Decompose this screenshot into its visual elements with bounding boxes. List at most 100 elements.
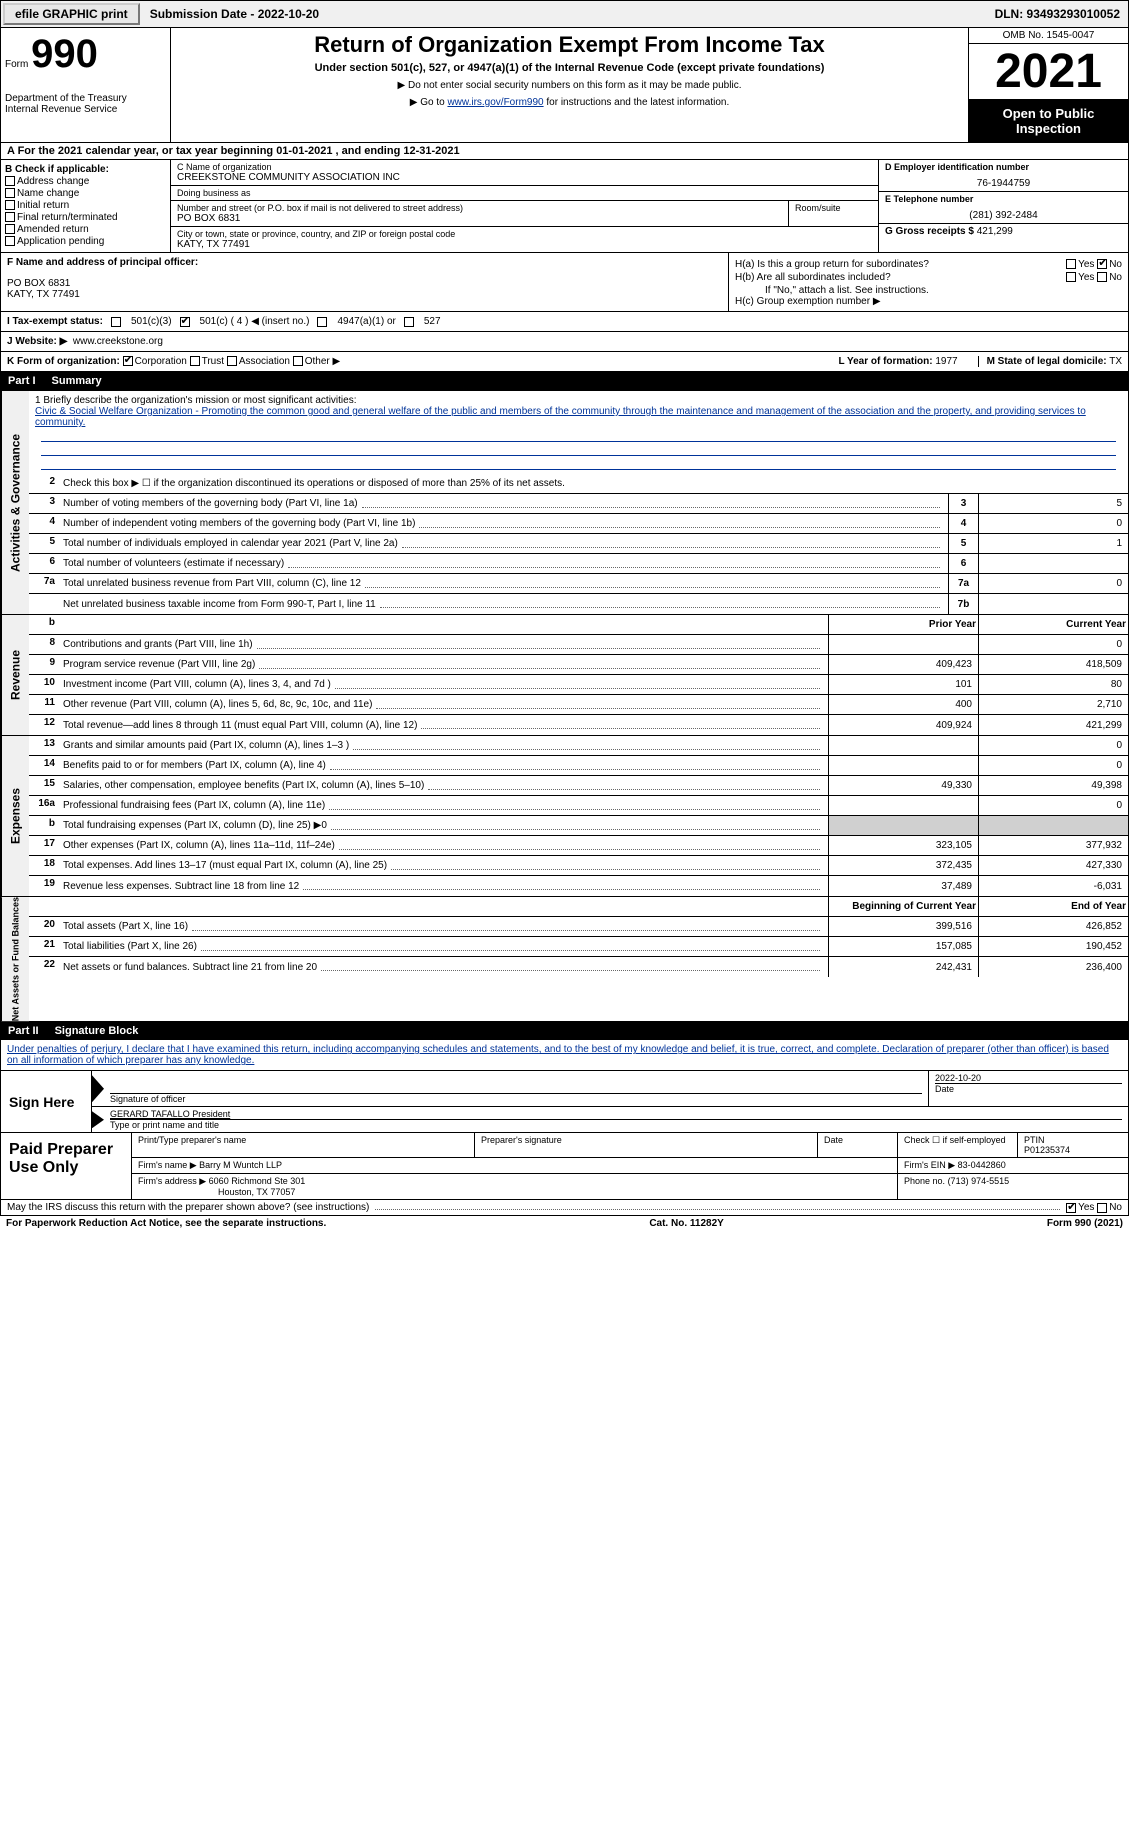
table-row: 4 Number of independent voting members o… [29, 514, 1128, 534]
city-cell: City or town, state or province, country… [171, 227, 878, 252]
activities-governance-section: Activities & Governance 1 Briefly descri… [0, 390, 1129, 615]
table-row: 21 Total liabilities (Part X, line 26) 1… [29, 937, 1128, 957]
dept-treasury: Department of the Treasury Internal Reve… [5, 93, 166, 115]
section-b-c: B Check if applicable: Address change Na… [0, 160, 1129, 253]
org-name: CREEKSTONE COMMUNITY ASSOCIATION INC [177, 172, 872, 183]
table-row: b Total fundraising expenses (Part IX, c… [29, 816, 1128, 836]
ptin-cell: PTIN P01235374 [1018, 1133, 1128, 1157]
table-row: 15 Salaries, other compensation, employe… [29, 776, 1128, 796]
sig-date-cell: 2022-10-20 Date [928, 1071, 1128, 1106]
col-end-year: End of Year [978, 897, 1128, 916]
row-i-tax-status: I Tax-exempt status: 501(c)(3) 501(c) ( … [0, 312, 1129, 332]
phone-cell: E Telephone number (281) 392-2484 [879, 192, 1128, 224]
mission-block: 1 Briefly describe the organization's mi… [29, 391, 1128, 474]
revenue-section: Revenue b Prior Year Current Year 8 Cont… [0, 615, 1129, 736]
self-employed-check[interactable]: Check ☐ if self-employed [898, 1133, 1018, 1157]
officer-name-cell: GERARD TAFALLO President Type or print n… [104, 1107, 1128, 1132]
signature-section: Under penalties of perjury, I declare th… [0, 1040, 1129, 1200]
line-2-checkbox: Check this box ▶ ☐ if the organization d… [59, 474, 1128, 493]
efile-print-button[interactable]: efile GRAPHIC print [3, 3, 140, 25]
street-address: PO BOX 6831 [177, 213, 782, 224]
cat-number: Cat. No. 11282Y [649, 1218, 723, 1229]
table-row: 16a Professional fundraising fees (Part … [29, 796, 1128, 816]
side-tab-expenses: Expenses [1, 736, 29, 896]
table-row: 11 Other revenue (Part VIII, column (A),… [29, 695, 1128, 715]
section-h: H(a) Is this a group return for subordin… [728, 253, 1128, 311]
officer-signature-cell: Signature of officer [104, 1071, 928, 1106]
header-center: Return of Organization Exempt From Incom… [171, 28, 968, 142]
website-value: www.creekstone.org [73, 336, 163, 347]
paid-preparer-section: Paid Preparer Use Only Print/Type prepar… [1, 1132, 1128, 1199]
col-current-year: Current Year [978, 615, 1128, 634]
col-begin-year: Beginning of Current Year [828, 897, 978, 916]
firm-address-cell: Firm's address ▶ 6060 Richmond Ste 301 H… [132, 1174, 898, 1199]
check-name-change[interactable]: Name change [5, 188, 166, 199]
section-f: F Name and address of principal officer:… [1, 253, 728, 311]
table-row: 19 Revenue less expenses. Subtract line … [29, 876, 1128, 896]
check-amended-return[interactable]: Amended return [5, 224, 166, 235]
table-row: 22 Net assets or fund balances. Subtract… [29, 957, 1128, 977]
prep-sig-label: Preparer's signature [475, 1133, 818, 1157]
form-subtitle: Under section 501(c), 527, or 4947(a)(1)… [179, 62, 960, 74]
phone-value: (281) 392-2484 [885, 210, 1122, 221]
form-number: 990 [31, 32, 98, 76]
year-formation: 1977 [935, 356, 957, 367]
section-d-e-g: D Employer identification number 76-1944… [878, 160, 1128, 252]
check-address-change[interactable]: Address change [5, 176, 166, 187]
table-row: Net unrelated business taxable income fr… [29, 594, 1128, 614]
header-left: Form 990 Department of the Treasury Inte… [1, 28, 171, 142]
table-row: 3 Number of voting members of the govern… [29, 494, 1128, 514]
firm-name-cell: Firm's name ▶ Barry M Wuntch LLP [132, 1158, 898, 1173]
table-row: 17 Other expenses (Part IX, column (A), … [29, 836, 1128, 856]
row-k-form-org: K Form of organization: Corporation Trus… [0, 352, 1129, 372]
side-tab-revenue: Revenue [1, 615, 29, 735]
section-b-label: B Check if applicable: [5, 164, 109, 175]
city-state-zip: KATY, TX 77491 [177, 239, 872, 250]
h-b-note: If "No," attach a list. See instructions… [735, 285, 1122, 296]
h-c-label: H(c) Group exemption number ▶ [735, 296, 1122, 307]
firm-ein-cell: Firm's EIN ▶ 83-0442860 [898, 1158, 1128, 1173]
firm-phone-cell: Phone no. (713) 974-5515 [898, 1174, 1128, 1199]
note-ssn: ▶ Do not enter social security numbers o… [179, 80, 960, 91]
row-a-calendar-year: A For the 2021 calendar year, or tax yea… [0, 143, 1129, 160]
tax-year: 2021 [969, 44, 1128, 100]
table-row: 20 Total assets (Part X, line 16) 399,51… [29, 917, 1128, 937]
sign-here-label: Sign Here [1, 1071, 91, 1132]
h-a-label: H(a) Is this a group return for subordin… [735, 259, 929, 270]
row-j-website: J Website: ▶ www.creekstone.org [0, 332, 1129, 352]
side-tab-net: Net Assets or Fund Balances [1, 897, 29, 1021]
header-right: OMB No. 1545-0047 2021 Open to Public In… [968, 28, 1128, 142]
street-cell: Number and street (or P.O. box if mail i… [171, 201, 788, 227]
open-public-badge: Open to Public Inspection [969, 100, 1128, 142]
form-word: Form [5, 59, 28, 70]
form-header: Form 990 Department of the Treasury Inte… [0, 28, 1129, 143]
table-row: 5 Total number of individuals employed i… [29, 534, 1128, 554]
form-title: Return of Organization Exempt From Incom… [179, 32, 960, 58]
table-row: 12 Total revenue—add lines 8 through 11 … [29, 715, 1128, 735]
arrow-icon [92, 1075, 104, 1102]
form-footer: Form 990 (2021) [1047, 1218, 1123, 1229]
check-application-pending[interactable]: Application pending [5, 236, 166, 247]
section-c: C Name of organization CREEKSTONE COMMUN… [171, 160, 1128, 252]
irs-link[interactable]: www.irs.gov/Form990 [447, 97, 543, 108]
table-row: 10 Investment income (Part VIII, column … [29, 675, 1128, 695]
omb-number: OMB No. 1545-0047 [969, 28, 1128, 44]
check-final-return[interactable]: Final return/terminated [5, 212, 166, 223]
officer-addr-1: PO BOX 6831 [7, 278, 722, 289]
footer-row: For Paperwork Reduction Act Notice, see … [0, 1216, 1129, 1231]
print-name-label: Print/Type preparer's name [132, 1133, 475, 1157]
dba-cell: Doing business as [171, 186, 878, 201]
submission-date: Submission Date - 2022-10-20 [142, 5, 327, 23]
section-f-h: F Name and address of principal officer:… [0, 253, 1129, 312]
mission-text: Civic & Social Welfare Organization - Pr… [35, 406, 1086, 428]
expenses-section: Expenses 13 Grants and similar amounts p… [0, 736, 1129, 897]
ein-cell: D Employer identification number 76-1944… [879, 160, 1128, 192]
part-1-header: Part I Summary [0, 372, 1129, 390]
dln-label: DLN: 93493293010052 [987, 5, 1128, 23]
h-b-label: H(b) Are all subordinates included? [735, 272, 891, 283]
check-initial-return[interactable]: Initial return [5, 200, 166, 211]
room-suite-cell: Room/suite [788, 201, 878, 227]
discuss-row: May the IRS discuss this return with the… [0, 1200, 1129, 1216]
net-assets-section: Net Assets or Fund Balances Beginning of… [0, 897, 1129, 1022]
table-row: 13 Grants and similar amounts paid (Part… [29, 736, 1128, 756]
